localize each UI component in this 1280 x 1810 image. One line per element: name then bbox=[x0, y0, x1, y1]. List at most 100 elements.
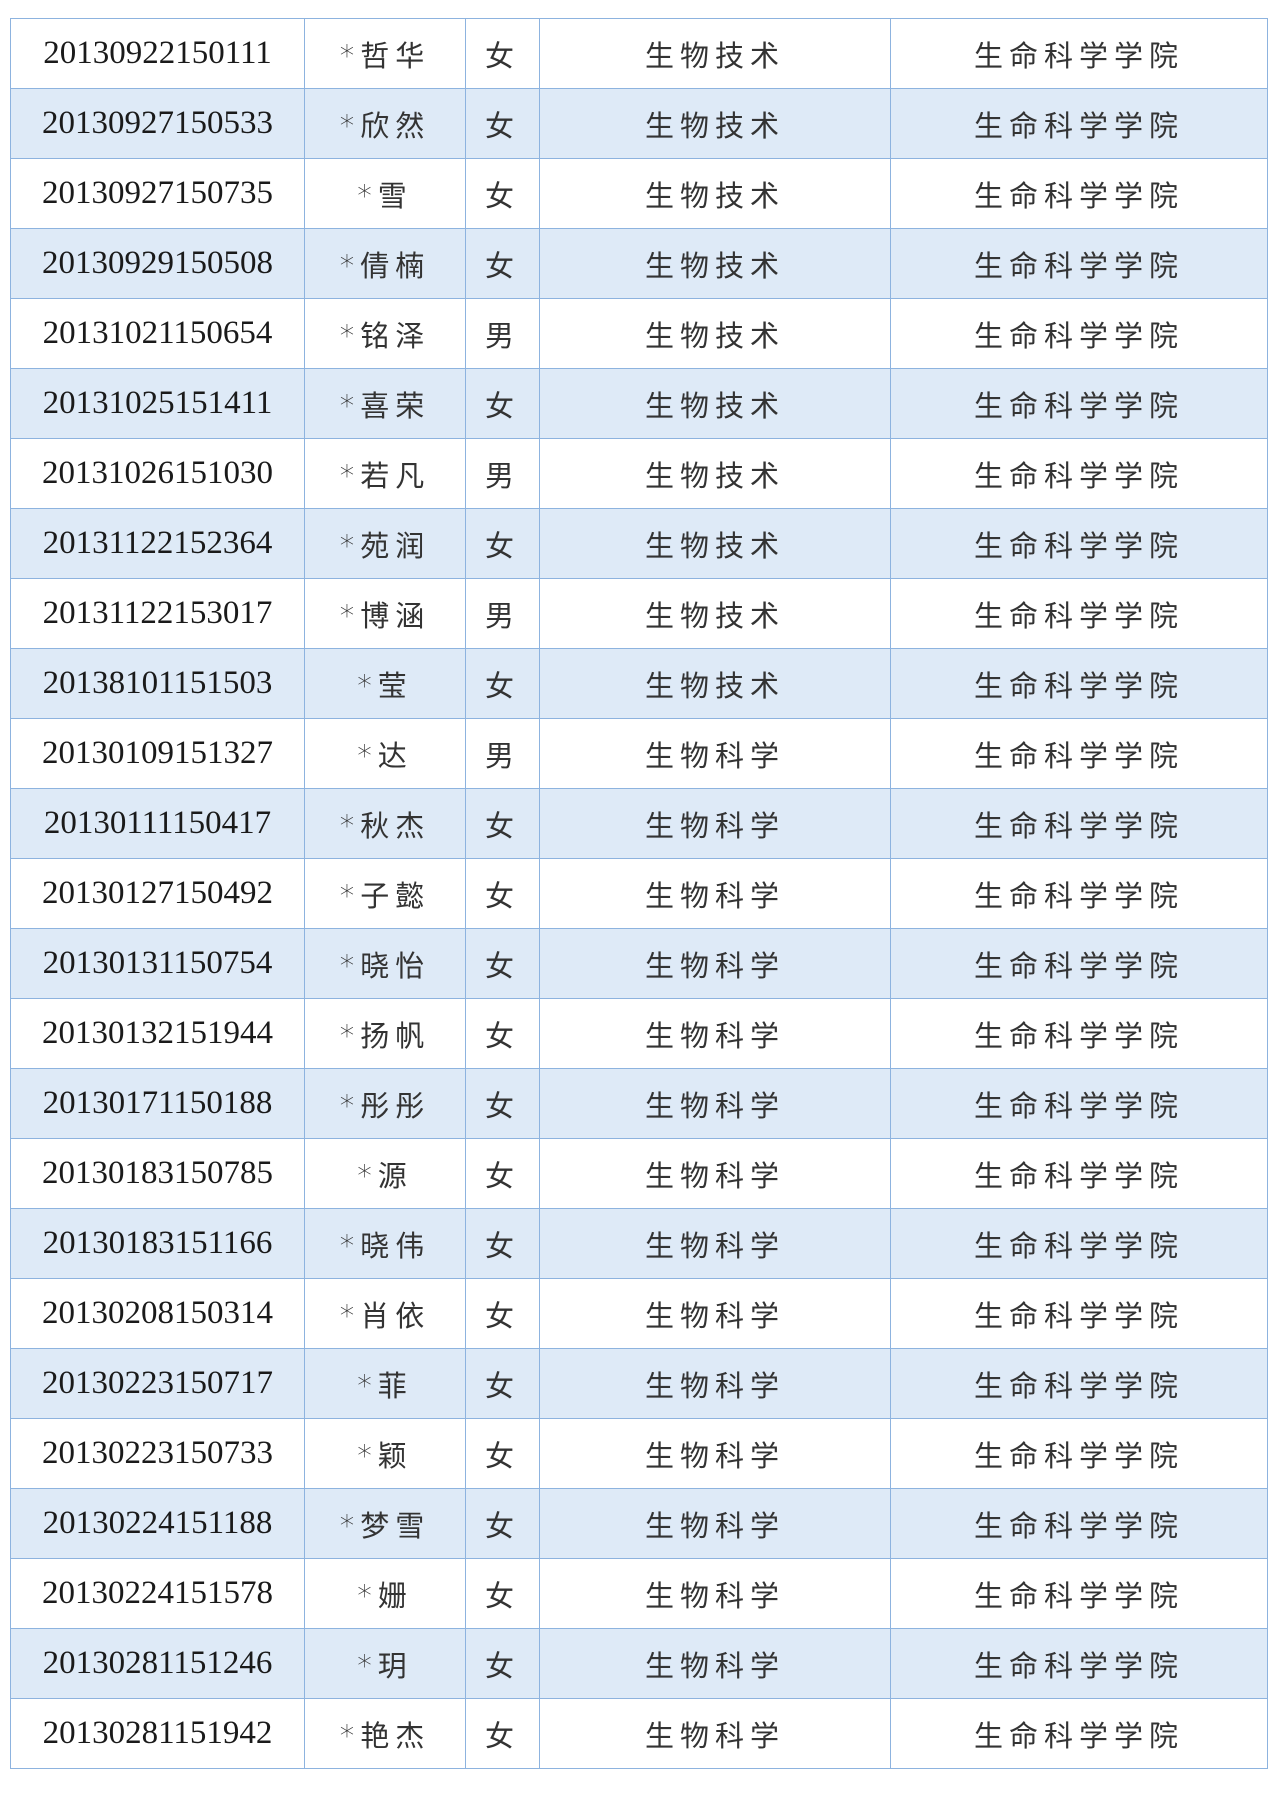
student-major-cell: 生物技术 bbox=[539, 88, 891, 159]
student-id-cell: 20130111150417 bbox=[10, 788, 305, 859]
student-id-cell: 20130109151327 bbox=[10, 718, 305, 789]
student-major-cell: 生物科学 bbox=[539, 998, 891, 1069]
student-gender-cell: 女 bbox=[465, 508, 540, 579]
student-gender-cell: 女 bbox=[465, 368, 540, 439]
table-row: 20130171150188 *彤彤女生物科学 生命科学学院 bbox=[10, 1068, 1268, 1139]
student-major-cell: 生物科学 bbox=[539, 718, 891, 789]
student-gender-cell: 女 bbox=[465, 88, 540, 159]
student-table-body: 20130922150111 *哲华女生物技术 生命科学学院 201309271505… bbox=[10, 18, 1268, 1769]
student-college-cell: 生命科学学院 bbox=[890, 578, 1268, 649]
table-row: 20130183151166 *晓伟女生物科学 生命科学学院 bbox=[10, 1208, 1268, 1279]
student-major-cell: 生物科学 bbox=[539, 1558, 891, 1629]
table-row: 20130281151246 *玥女生物科学 生命科学学院 bbox=[10, 1628, 1268, 1699]
student-name-cell: *颖 bbox=[304, 1418, 466, 1489]
student-major-cell: 生物科学 bbox=[539, 858, 891, 929]
student-gender-cell: 女 bbox=[465, 1488, 540, 1559]
student-major-cell: 生物技术 bbox=[539, 298, 891, 369]
student-college-cell: 生命科学学院 bbox=[890, 928, 1268, 999]
student-name-cell: *菲 bbox=[304, 1348, 466, 1419]
student-college-cell: 生命科学学院 bbox=[890, 718, 1268, 789]
student-major-cell: 生物科学 bbox=[539, 1698, 891, 1769]
student-gender-cell: 男 bbox=[465, 578, 540, 649]
student-gender-cell: 女 bbox=[465, 1278, 540, 1349]
student-name-cell: *晓怡 bbox=[304, 928, 466, 999]
student-gender-cell: 女 bbox=[465, 158, 540, 229]
table-row: 20130223150717 *菲女生物科学 生命科学学院 bbox=[10, 1348, 1268, 1419]
student-major-cell: 生物技术 bbox=[539, 578, 891, 649]
student-name-cell: *扬帆 bbox=[304, 998, 466, 1069]
student-id-cell: 20130281151942 bbox=[10, 1698, 305, 1769]
student-id-cell: 20130224151578 bbox=[10, 1558, 305, 1629]
student-id-cell: 20131026151030 bbox=[10, 438, 305, 509]
student-name-cell: *晓伟 bbox=[304, 1208, 466, 1279]
student-major-cell: 生物科学 bbox=[539, 1628, 891, 1699]
student-gender-cell: 男 bbox=[465, 298, 540, 369]
student-college-cell: 生命科学学院 bbox=[890, 158, 1268, 229]
student-college-cell: 生命科学学院 bbox=[890, 508, 1268, 579]
student-table: 20130922150111 *哲华女生物技术 生命科学学院 201309271505… bbox=[10, 18, 1268, 1769]
student-gender-cell: 女 bbox=[465, 18, 540, 89]
student-id-cell: 20130281151246 bbox=[10, 1628, 305, 1699]
student-major-cell: 生物科学 bbox=[539, 1488, 891, 1559]
student-name-cell: *玥 bbox=[304, 1628, 466, 1699]
student-id-cell: 20131122152364 bbox=[10, 508, 305, 579]
student-id-cell: 20130927150533 bbox=[10, 88, 305, 159]
student-id-cell: 20130132151944 bbox=[10, 998, 305, 1069]
student-id-cell: 20130127150492 bbox=[10, 858, 305, 929]
table-row: 20130111150417 *秋杰女生物科学 生命科学学院 bbox=[10, 788, 1268, 859]
student-name-cell: *雪 bbox=[304, 158, 466, 229]
student-gender-cell: 女 bbox=[465, 1628, 540, 1699]
table-row: 20130131150754 *晓怡女生物科学 生命科学学院 bbox=[10, 928, 1268, 999]
student-name-cell: *哲华 bbox=[304, 18, 466, 89]
table-row: 20130183150785 *源女生物科学 生命科学学院 bbox=[10, 1138, 1268, 1209]
student-name-cell: *达 bbox=[304, 718, 466, 789]
student-id-cell: 20130223150733 bbox=[10, 1418, 305, 1489]
student-id-cell: 20130223150717 bbox=[10, 1348, 305, 1419]
student-id-cell: 20130171150188 bbox=[10, 1068, 305, 1139]
student-college-cell: 生命科学学院 bbox=[890, 368, 1268, 439]
student-gender-cell: 男 bbox=[465, 438, 540, 509]
student-name-cell: *莹 bbox=[304, 648, 466, 719]
student-name-cell: *姗 bbox=[304, 1558, 466, 1629]
student-id-cell: 20131122153017 bbox=[10, 578, 305, 649]
student-major-cell: 生物技术 bbox=[539, 228, 891, 299]
table-row: 20130281151942 *艳杰女生物科学 生命科学学院 bbox=[10, 1698, 1268, 1769]
table-row: 20131025151411 *喜荣女生物技术 生命科学学院 bbox=[10, 368, 1268, 439]
student-name-cell: *博涵 bbox=[304, 578, 466, 649]
student-gender-cell: 女 bbox=[465, 228, 540, 299]
student-name-cell: *子懿 bbox=[304, 858, 466, 929]
student-major-cell: 生物科学 bbox=[539, 1068, 891, 1139]
student-college-cell: 生命科学学院 bbox=[890, 1628, 1268, 1699]
student-major-cell: 生物科学 bbox=[539, 1138, 891, 1209]
student-gender-cell: 女 bbox=[465, 788, 540, 859]
student-id-cell: 20131025151411 bbox=[10, 368, 305, 439]
student-id-cell: 20138101151503 bbox=[10, 648, 305, 719]
table-row: 20130208150314 *肖依女生物科学 生命科学学院 bbox=[10, 1278, 1268, 1349]
table-row: 20131122153017 *博涵男生物技术 生命科学学院 bbox=[10, 578, 1268, 649]
student-college-cell: 生命科学学院 bbox=[890, 998, 1268, 1069]
student-name-cell: *若凡 bbox=[304, 438, 466, 509]
student-major-cell: 生物科学 bbox=[539, 928, 891, 999]
table-row: 20130929150508 *倩楠女生物技术 生命科学学院 bbox=[10, 228, 1268, 299]
table-row: 20130109151327 *达男生物科学 生命科学学院 bbox=[10, 718, 1268, 789]
student-gender-cell: 女 bbox=[465, 1698, 540, 1769]
student-gender-cell: 女 bbox=[465, 1208, 540, 1279]
student-college-cell: 生命科学学院 bbox=[890, 1488, 1268, 1559]
student-college-cell: 生命科学学院 bbox=[890, 1418, 1268, 1489]
student-id-cell: 20131021150654 bbox=[10, 298, 305, 369]
student-college-cell: 生命科学学院 bbox=[890, 18, 1268, 89]
student-college-cell: 生命科学学院 bbox=[890, 88, 1268, 159]
student-college-cell: 生命科学学院 bbox=[890, 228, 1268, 299]
student-major-cell: 生物技术 bbox=[539, 508, 891, 579]
table-row: 20130223150733 *颖女生物科学 生命科学学院 bbox=[10, 1418, 1268, 1489]
table-row: 20130127150492 *子懿女生物科学 生命科学学院 bbox=[10, 858, 1268, 929]
student-major-cell: 生物科学 bbox=[539, 788, 891, 859]
student-major-cell: 生物技术 bbox=[539, 18, 891, 89]
student-major-cell: 生物技术 bbox=[539, 438, 891, 509]
student-name-cell: *欣然 bbox=[304, 88, 466, 159]
student-college-cell: 生命科学学院 bbox=[890, 438, 1268, 509]
student-gender-cell: 女 bbox=[465, 1068, 540, 1139]
student-gender-cell: 女 bbox=[465, 858, 540, 929]
table-row: 20131122152364 *苑润女生物技术 生命科学学院 bbox=[10, 508, 1268, 579]
student-id-cell: 20130131150754 bbox=[10, 928, 305, 999]
